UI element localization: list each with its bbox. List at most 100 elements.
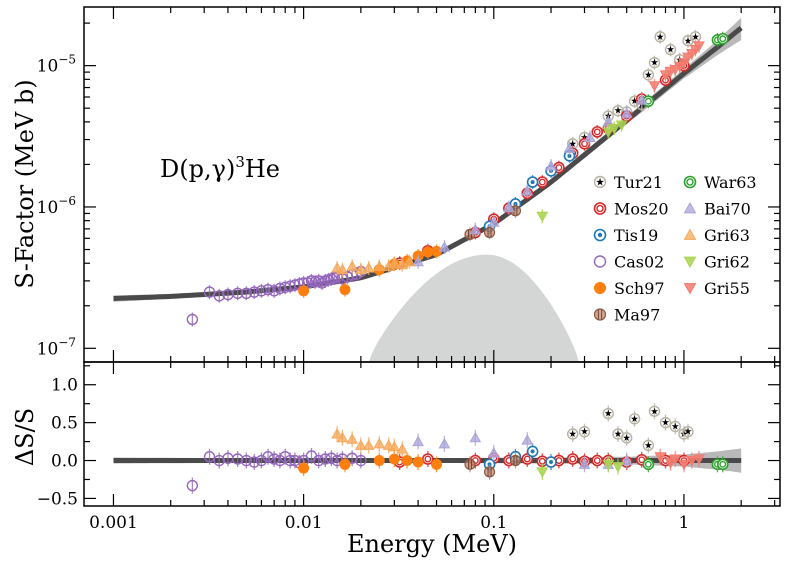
- legend-marker: [593, 255, 607, 268]
- residual-point: [355, 454, 367, 467]
- marker-triangle: [438, 241, 451, 252]
- marker-inner-ring: [719, 35, 727, 43]
- marker-triangle: [346, 433, 359, 444]
- residual-point: [248, 456, 260, 468]
- marker-inner-ring: [686, 178, 694, 186]
- marker-ring: [593, 175, 607, 189]
- data-point: [248, 286, 260, 298]
- residual-y-axis-label: ΔS/S: [11, 408, 39, 466]
- marker-ring: [659, 416, 672, 429]
- legend-label: Cas02: [614, 253, 664, 272]
- marker-inner-ring: [569, 455, 577, 463]
- marker-triangle: [678, 459, 690, 471]
- residual-point: [412, 456, 424, 468]
- data-point: [355, 263, 367, 275]
- marker-triangle: [412, 255, 424, 267]
- legend-item-tis19: Tis19: [593, 226, 658, 245]
- marker-ring: [231, 287, 244, 300]
- marker-triangle: [336, 431, 349, 443]
- marker-ring: [642, 439, 655, 452]
- marker-ring: [325, 452, 338, 464]
- marker-star: ★: [684, 427, 693, 438]
- data-point: [346, 260, 359, 271]
- marker-triangle: [654, 452, 667, 463]
- marker-triangle: [685, 456, 698, 467]
- x-tick-label: 1: [679, 513, 690, 533]
- series-gri63: [331, 254, 416, 277]
- y-tick-exponent: −5: [58, 53, 76, 67]
- legend-item-tur21: ★ Tur21: [593, 173, 663, 192]
- residual-point: [339, 458, 351, 470]
- data-point: [255, 285, 268, 297]
- data-point: [362, 261, 375, 273]
- marker-triangle: [683, 256, 697, 269]
- x-tick-label: 0.1: [480, 513, 507, 533]
- marker-triangle: [388, 257, 401, 268]
- marker-ring: [591, 454, 604, 467]
- marker-fill: [412, 456, 424, 468]
- marker-ring: [203, 286, 216, 298]
- marker-ring: [248, 456, 260, 468]
- data-point: [648, 81, 661, 92]
- y-tick-base: 10: [37, 198, 59, 218]
- legend: ★ Tur21 Mos20 Tis19 Cas02 Sch97 Ma97 War63 Bai70…: [593, 173, 757, 325]
- data-point: [545, 159, 557, 171]
- marker-triangle: [669, 454, 682, 466]
- legend-item-mos20: Mos20: [593, 200, 669, 219]
- residual-point: ★: [659, 416, 672, 429]
- legend-marker: [593, 228, 607, 242]
- residual-point: ★: [648, 405, 661, 417]
- data-point: ★: [654, 31, 666, 43]
- data-point: ★: [648, 56, 661, 69]
- residual-point: [331, 427, 343, 439]
- marker-ring: [186, 313, 199, 326]
- residual-point: [240, 454, 253, 467]
- marker-triangle: [362, 261, 375, 273]
- marker-ring: [240, 454, 253, 467]
- marker-triangle: [583, 131, 596, 143]
- y-tick-label: 0.0: [51, 452, 78, 472]
- data-point: [412, 255, 424, 267]
- legend-item-sch97: Sch97: [594, 279, 665, 298]
- residual-point: [298, 462, 310, 474]
- marker-inner-ring: [596, 204, 604, 213]
- main-data-points: ★★★★★★★★★★★★★★: [186, 29, 729, 327]
- residual-point: [268, 453, 280, 465]
- residual-point: [578, 458, 591, 469]
- data-point: [659, 70, 672, 81]
- marker-inner-ring: [644, 460, 652, 468]
- marker-triangle: [664, 458, 677, 469]
- series-war63: [642, 31, 729, 109]
- marker-ring: [312, 454, 325, 467]
- marker-fill: [483, 466, 496, 478]
- marker-triangle: [683, 283, 697, 295]
- residual-series-cas02: [186, 447, 367, 494]
- marker-triangle: [615, 120, 628, 132]
- marker-inner-ring: [555, 164, 563, 172]
- data-point: [336, 263, 349, 275]
- marker-star: ★: [604, 409, 613, 420]
- marker-triangle: [362, 439, 375, 450]
- data-point: [469, 223, 482, 235]
- residual-series-gri62: [536, 456, 624, 480]
- data-point: [526, 176, 539, 188]
- marker-triangle: [545, 159, 557, 171]
- data-point: [231, 287, 244, 300]
- marker-fill: [464, 458, 476, 470]
- marker-triangle: [602, 459, 615, 471]
- residual-point: ★: [578, 426, 591, 438]
- y-tick-exponent: −7: [58, 335, 76, 349]
- residual-point: [693, 454, 705, 466]
- marker-ring: [591, 126, 604, 138]
- marker-triangle: [659, 70, 672, 81]
- residual-point: ★: [628, 413, 641, 425]
- marker-ring: [620, 432, 633, 444]
- residual-point: ★: [602, 407, 614, 420]
- data-point: [262, 283, 274, 296]
- marker-fill: [339, 284, 351, 296]
- marker-triangle: [608, 123, 621, 135]
- residual-point: [388, 440, 401, 452]
- residual-point: [362, 439, 375, 450]
- data-point: [536, 211, 549, 223]
- marker-ring: [716, 32, 729, 45]
